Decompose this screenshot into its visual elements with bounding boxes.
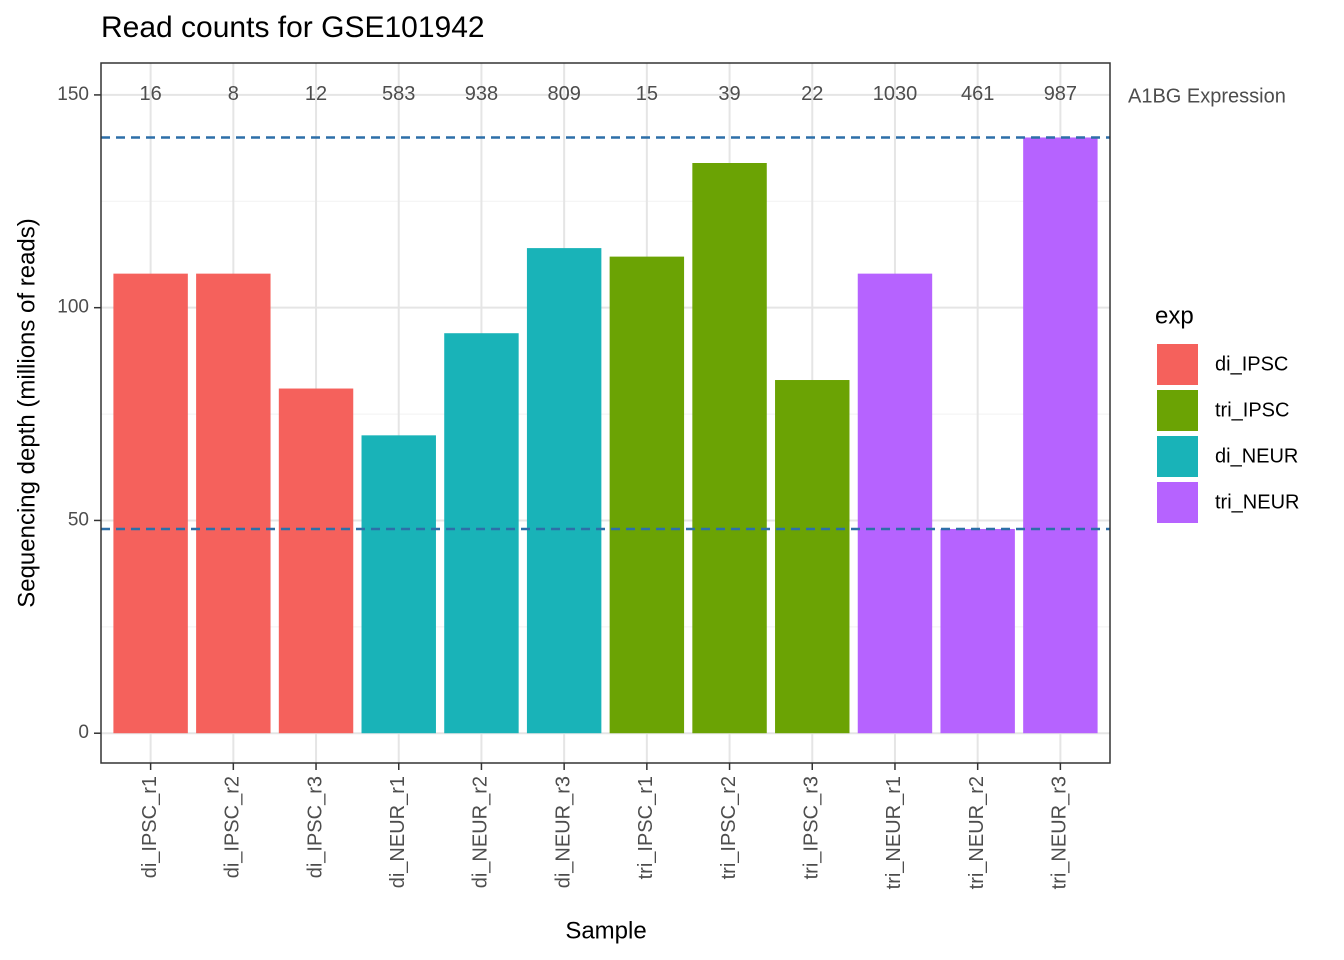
annotation-value: 583 [382,83,415,105]
legend-label: tri_IPSC [1215,399,1289,421]
annotation-value: 15 [636,83,658,105]
legend-label: tri_NEUR [1215,491,1299,513]
y-tick-label: 150 [57,84,89,105]
x-tick-label: tri_NEUR_r3 [1049,776,1071,889]
y-tick-label: 50 [68,509,89,530]
bar [526,248,602,734]
x-tick-label: tri_IPSC_r1 [635,776,657,879]
bar [609,256,685,734]
legend-key [1157,436,1198,477]
x-tick-label: tri_NEUR_r1 [883,776,905,889]
legend-label: di_IPSC [1215,353,1288,375]
x-tick-label: di_IPSC_r1 [139,776,161,878]
annotation-value: 39 [718,83,740,105]
x-tick-label: di_NEUR_r3 [552,776,574,888]
annotation-value: 809 [547,83,580,105]
x-tick-label: tri_IPSC_r2 [718,776,740,879]
annotation-value: 22 [801,83,823,105]
panel-border [100,62,1111,764]
bar [113,273,188,734]
legend-title: exp [1155,302,1194,329]
x-tick-label: di_NEUR_r2 [470,776,492,888]
legend-key [1157,390,1198,431]
y-tick-label: 0 [78,722,89,743]
x-tick-label: di_IPSC_r3 [304,776,326,878]
bar [196,273,271,734]
x-tick-label: di_IPSC_r2 [222,776,244,878]
annotation-label: A1BG Expression [1128,85,1286,107]
bar [775,380,850,734]
annotation-value: 12 [305,83,327,105]
x-tick-label: tri_IPSC_r3 [801,776,823,879]
annotation-value: 16 [139,83,161,105]
bar [444,333,519,734]
legend-key [1157,482,1198,523]
bar [1023,137,1098,734]
x-tick-label: tri_NEUR_r2 [966,776,988,889]
annotation-value: 938 [465,83,498,105]
y-tick-label: 100 [57,297,89,318]
bar [940,528,1015,734]
annotation-value: 987 [1044,83,1077,105]
x-tick-label: di_NEUR_r1 [387,776,409,888]
chart-title: Read counts for GSE101942 [101,11,485,44]
x-axis-label: Sample [565,917,646,944]
annotation-value: 461 [961,83,994,105]
legend-key [1157,344,1198,385]
bar [857,273,933,734]
bar [278,388,354,734]
annotation-value: 8 [228,83,239,105]
legend-label: di_NEUR [1215,445,1298,467]
bar [361,435,436,734]
bar [692,163,767,734]
y-axis-label: Sequencing depth (millions of reads) [13,218,40,608]
annotation-value: 1030 [873,83,918,105]
